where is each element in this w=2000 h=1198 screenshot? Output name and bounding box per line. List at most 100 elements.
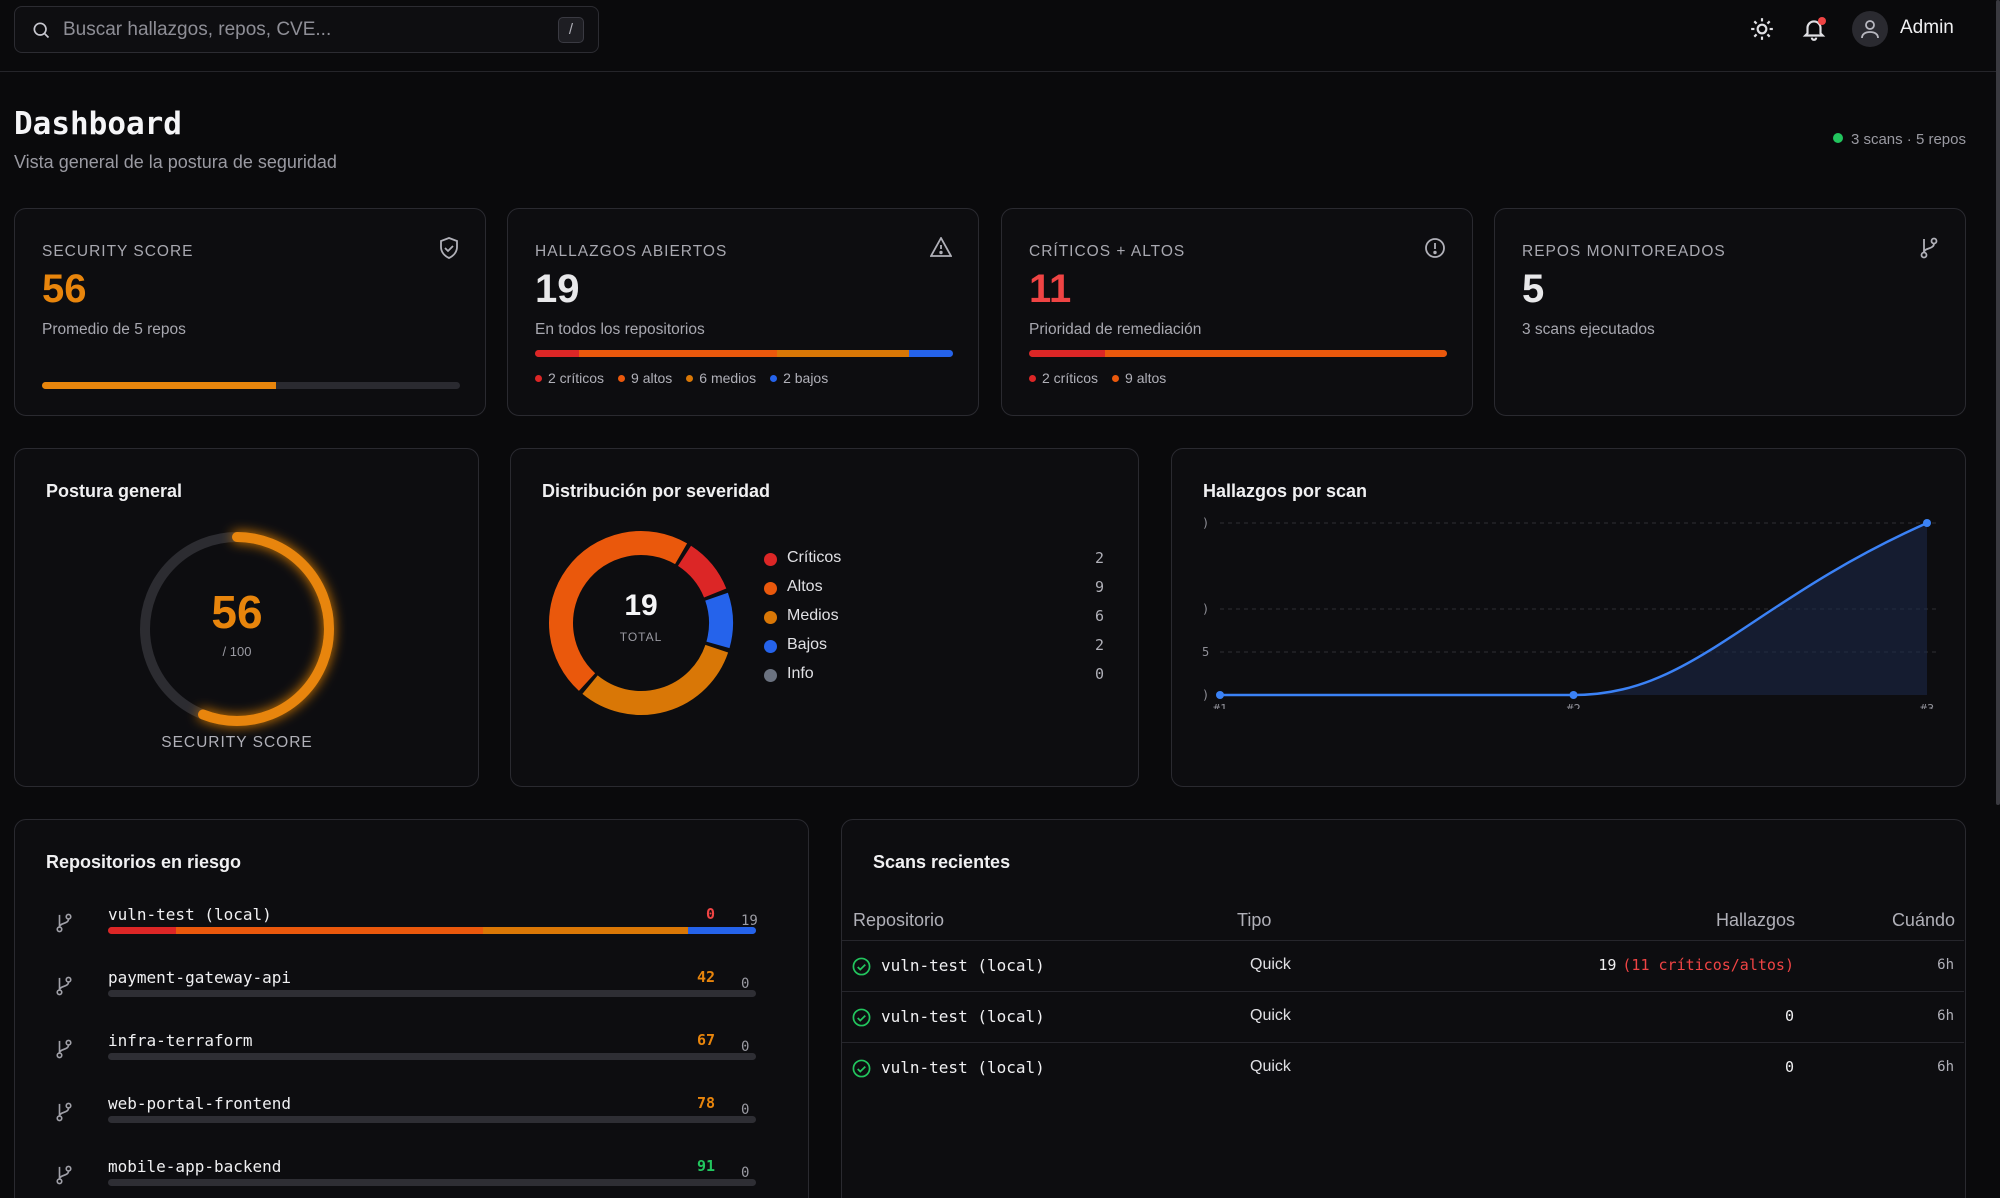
stat-description: Prioridad de remediación <box>1029 321 1201 339</box>
repo-score: 91 <box>697 1157 715 1175</box>
search-icon <box>31 20 51 40</box>
repo-row[interactable]: infra-terraform 67 0 <box>45 1031 785 1081</box>
column-header-when[interactable]: Cuándo <box>1892 910 1955 931</box>
stat-label: SECURITY SCORE <box>42 243 194 261</box>
stat-card-open-findings: HALLAZGOS ABIERTOS 19 En todos los repos… <box>507 208 979 416</box>
repo-risk-bar <box>108 1053 756 1060</box>
scan-type: Quick <box>1250 1007 1291 1025</box>
scan-type: Quick <box>1250 1058 1291 1076</box>
stat-value: 11 <box>1029 267 1071 312</box>
top-bar: / Admin <box>0 0 2000 72</box>
theme-toggle-icon[interactable] <box>1749 16 1775 42</box>
status-dot <box>1833 133 1843 143</box>
legend-count: 2 <box>1095 636 1104 654</box>
panel-title: Postura general <box>46 481 182 502</box>
legend-critical: 2 críticos <box>548 370 604 386</box>
findings-count: 0 <box>1785 1007 1794 1025</box>
legend-count: 6 <box>1095 607 1104 625</box>
recent-scans-panel: Scans recientes Repositorio Tipo Hallazg… <box>841 819 1966 1198</box>
stat-value: 56 <box>42 267 87 312</box>
git-branch-icon <box>55 976 73 996</box>
shield-check-icon <box>439 237 459 259</box>
stat-card-security-score: SECURITY SCORE 56 Promedio de 5 repos <box>14 208 486 416</box>
gauge-label: SECURITY SCORE <box>127 734 347 752</box>
stat-card-critical-high: CRÍTICOS + ALTOS 11 Prioridad de remedia… <box>1001 208 1473 416</box>
repo-row[interactable]: payment-gateway-api 42 0 <box>45 968 785 1018</box>
panel-title: Distribución por severidad <box>542 481 770 502</box>
severity-panel: Distribución por severidad 19 TOTAL Crít… <box>510 448 1139 787</box>
stat-label: REPOS MONITOREADOS <box>1522 243 1726 261</box>
risk-segment <box>108 927 176 934</box>
search-shortcut-key: / <box>558 17 584 43</box>
scan-type: Quick <box>1250 956 1291 974</box>
scan-repo: vuln-test (local) <box>881 956 1045 975</box>
user-icon <box>1861 19 1879 39</box>
data-point[interactable] <box>1216 691 1224 699</box>
risk-segment <box>483 927 688 934</box>
stat-value: 5 <box>1522 267 1544 312</box>
donut-slice-medios[interactable] <box>590 649 717 703</box>
scan-status-text: 3 scans · 5 repos <box>1851 131 1966 148</box>
legend-name: Bajos <box>787 636 827 654</box>
data-point[interactable] <box>1570 691 1578 699</box>
repo-row[interactable]: mobile-app-backend 91 0 <box>45 1157 785 1198</box>
repo-name: payment-gateway-api <box>108 968 291 987</box>
stat-description: 3 scans ejecutados <box>1522 321 1655 339</box>
stat-label: CRÍTICOS + ALTOS <box>1029 243 1185 261</box>
repo-findings-count: 0 <box>727 1102 785 1118</box>
donut-total: 19 <box>541 589 741 623</box>
findings-count: 19 <box>1598 956 1616 974</box>
scan-findings: 19 (11 críticos/altos) <box>1598 956 1794 974</box>
legend-high: 9 altos <box>1125 370 1166 386</box>
repo-score: 78 <box>697 1094 715 1112</box>
severity-bar <box>535 350 953 357</box>
git-branch-icon <box>1919 237 1939 259</box>
legend-critical: 2 críticos <box>1042 370 1098 386</box>
scan-repo: vuln-test (local) <box>881 1007 1045 1026</box>
y-tick-label: ) <box>1202 516 1209 530</box>
repo-risk-bar <box>108 927 756 934</box>
legend-count: 2 <box>1095 549 1104 567</box>
legend-item: Altos 9 <box>764 576 1104 605</box>
donut-slice-críticos[interactable] <box>685 556 716 593</box>
repo-row[interactable]: vuln-test (local) 0 19 <box>45 905 785 955</box>
user-name[interactable]: Admin <box>1900 17 1954 39</box>
posture-panel: Postura general 56 / 100 SECURITY SCORE <box>14 448 479 787</box>
repo-findings-count: 0 <box>727 1039 785 1055</box>
data-point[interactable] <box>1923 519 1931 527</box>
legend-name: Críticos <box>787 549 841 567</box>
donut-total-label: TOTAL <box>541 630 741 644</box>
critical-high-note: (11 críticos/altos) <box>1622 956 1794 974</box>
stat-value: 19 <box>535 267 580 312</box>
column-header-findings[interactable]: Hallazgos <box>1716 910 1795 931</box>
repo-name: mobile-app-backend <box>108 1157 281 1176</box>
y-tick-label: ) <box>1202 688 1209 702</box>
scan-findings: 0 <box>1785 1058 1794 1076</box>
scrollbar[interactable] <box>1996 0 2000 805</box>
severity-legend: Críticos 2 Altos 9 Medios 6 Bajos 2 Info 0 <box>764 547 1104 692</box>
avatar[interactable] <box>1852 11 1888 47</box>
legend-name: Medios <box>787 607 839 625</box>
git-branch-icon <box>55 1165 73 1185</box>
panel-title: Scans recientes <box>873 852 1010 873</box>
repo-score: 0 <box>706 905 715 923</box>
x-tick-label: #1 <box>1213 702 1227 709</box>
findings-count: 0 <box>1785 1058 1794 1076</box>
search-input[interactable] <box>63 7 533 52</box>
table-row[interactable]: vuln-test (local) Quick 19 (11 críticos/alt… <box>842 940 1964 991</box>
column-header-type[interactable]: Tipo <box>1237 910 1271 931</box>
search-box[interactable]: / <box>14 6 599 53</box>
repo-row[interactable]: web-portal-frontend 78 0 <box>45 1094 785 1144</box>
table-row[interactable]: vuln-test (local) Quick 0 6h <box>842 1042 1964 1093</box>
y-tick-label: ) <box>1202 602 1209 616</box>
critical-high-bar <box>1029 350 1447 357</box>
score-progress-bar <box>42 382 460 389</box>
repo-name: web-portal-frontend <box>108 1094 291 1113</box>
repo-score: 67 <box>697 1031 715 1049</box>
column-header-repo[interactable]: Repositorio <box>853 910 944 931</box>
legend-item: Medios 6 <box>764 605 1104 634</box>
check-circle-icon <box>852 1059 871 1078</box>
legend-low: 2 bajos <box>783 370 828 386</box>
chart-title: Hallazgos por scan <box>1203 481 1367 502</box>
table-row[interactable]: vuln-test (local) Quick 0 6h <box>842 991 1964 1042</box>
